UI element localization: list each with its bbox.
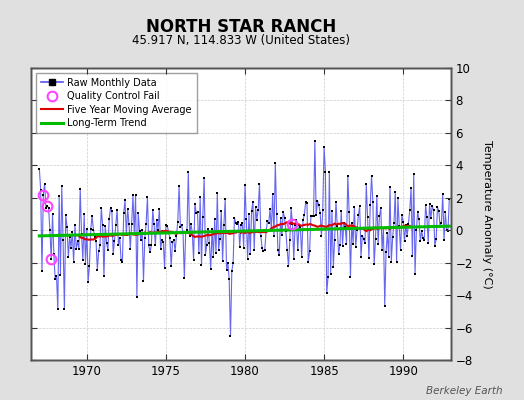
Text: 45.917 N, 114.833 W (United States): 45.917 N, 114.833 W (United States)	[132, 34, 350, 47]
Y-axis label: Temperature Anomaly (°C): Temperature Anomaly (°C)	[482, 140, 493, 288]
Text: Berkeley Earth: Berkeley Earth	[427, 386, 503, 396]
Legend: Raw Monthly Data, Quality Control Fail, Five Year Moving Average, Long-Term Tren: Raw Monthly Data, Quality Control Fail, …	[36, 73, 197, 133]
Text: NORTH STAR RANCH: NORTH STAR RANCH	[146, 18, 336, 36]
